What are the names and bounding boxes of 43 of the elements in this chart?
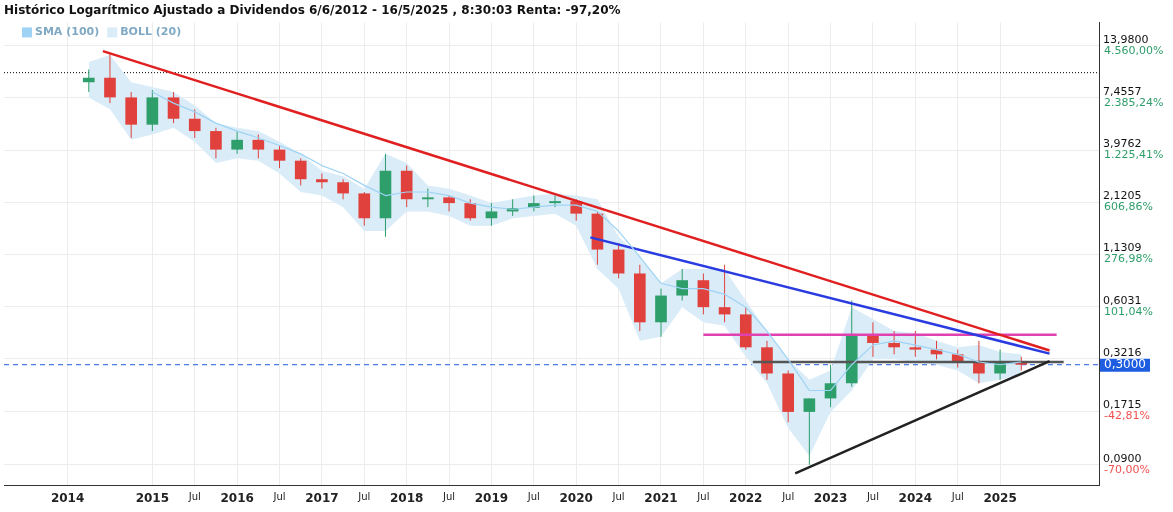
x-tick-label: Jul xyxy=(611,491,625,503)
x-tick-label: Jul xyxy=(696,491,710,503)
x-tick-label: 2016 xyxy=(220,490,254,505)
x-tick-label: Jul xyxy=(950,491,964,503)
y-tick-label: 13,9800 xyxy=(1103,32,1149,46)
y-tick-label: 0,1715 xyxy=(1103,398,1142,412)
x-tick-label: 2024 xyxy=(898,490,933,505)
x-tick-label: Jul xyxy=(526,491,540,503)
text: 606,86% xyxy=(1104,200,1153,214)
legend-label: SMA (100) xyxy=(35,24,100,38)
x-tick-label: 2014 xyxy=(50,490,85,505)
text: 1.225,41% xyxy=(1104,147,1164,161)
ref-line-label: 0,3000 xyxy=(1104,356,1146,371)
y-tick-label: 3,9762 xyxy=(1103,136,1142,150)
x-tick-label: Jul xyxy=(187,491,201,503)
text: 4.560,00% xyxy=(1104,43,1164,57)
x-tick-label: Jul xyxy=(865,491,879,503)
x-tick-label: Jul xyxy=(272,491,286,503)
y-tick-label: 0,6031 xyxy=(1103,293,1142,307)
x-tick-label: Jul xyxy=(442,491,456,503)
x-tick-label: Jul xyxy=(357,491,371,503)
text: 276,98% xyxy=(1104,252,1153,266)
text: 101,04% xyxy=(1104,304,1153,318)
x-tick-label: 2019 xyxy=(474,490,509,505)
x-tick-label: 2021 xyxy=(644,490,678,505)
y-tick-label: 0,0900 xyxy=(1103,451,1142,465)
x-tick-label: 2025 xyxy=(983,490,1017,505)
chart-title: Histórico Logarítmico Ajustado a Dividendos 6/6/2012 - 16/5/2025 , 8:30:03 Renta: -97,20% xyxy=(4,3,621,18)
legend-label: BOLL (20) xyxy=(120,24,182,38)
y-tick-label: 1,1309 xyxy=(1103,241,1142,255)
x-tick-label: 2018 xyxy=(389,490,424,505)
x-tick-label: 2020 xyxy=(559,490,593,505)
y-tick-label: 0,3216 xyxy=(1103,345,1142,359)
y-tick-label: 2,1205 xyxy=(1103,189,1142,203)
y-tick-label: 7,4557 xyxy=(1103,84,1142,98)
x-tick-label: 2015 xyxy=(135,490,170,505)
text: 2.385,24% xyxy=(1104,95,1164,109)
text: -42,81% xyxy=(1104,409,1150,423)
x-tick-label: 2022 xyxy=(729,490,763,505)
x-tick-label: 2017 xyxy=(305,490,339,505)
text: -70,00% xyxy=(1104,462,1150,476)
x-tick-label: Jul xyxy=(781,491,795,503)
x-tick-label: 2023 xyxy=(813,490,848,505)
